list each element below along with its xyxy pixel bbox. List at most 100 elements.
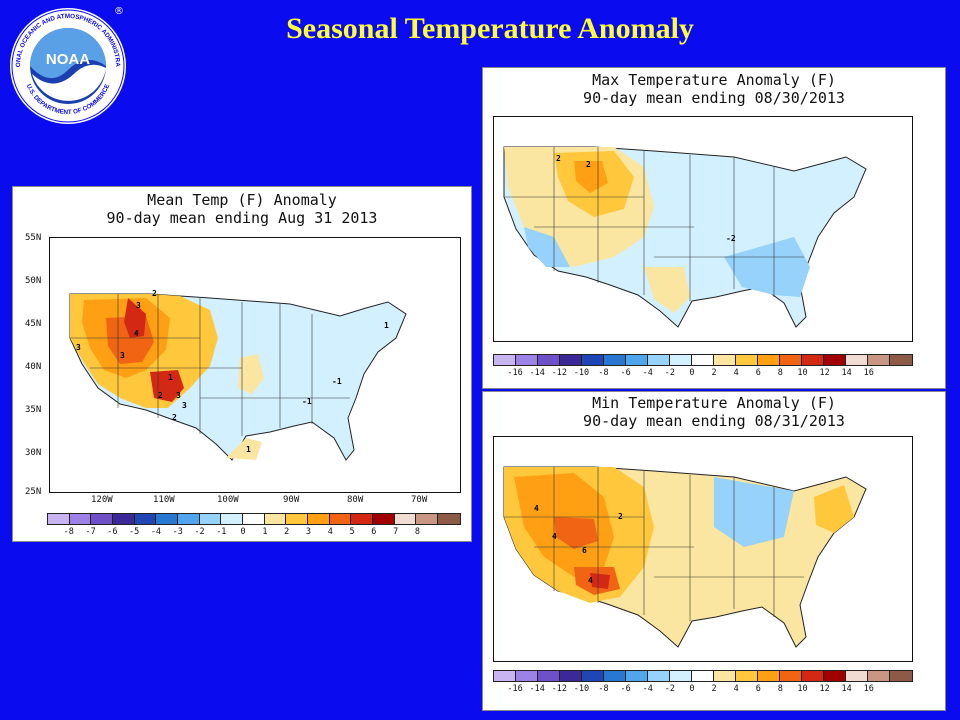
mean-map-subtitle: 90-day mean ending Aug 31 2013 [106,209,378,227]
colorbar-swatch [178,514,200,524]
colorbar-tick-label: -8 [598,684,609,694]
colorbar-tick-label: -6 [620,684,631,694]
min-anomaly-map: 4 2 4 6 4 [493,436,913,662]
mean-colorbar-ticks: -8 -7 -6 -5 -4 -3 -2 -1 0 1 2 3 4 5 6 7 8 [47,527,461,537]
colorbar-swatch [394,514,417,524]
colorbar-swatch [846,671,868,681]
noaa-logo: NOAA NATIONAL OCEANIC AND ATMOSPHERIC AD… [4,0,130,128]
contour-label: 3 [182,401,187,410]
colorbar-tick-label: -16 [507,368,523,378]
colorbar-swatch [494,355,516,365]
colorbar-tick-label: -2 [664,368,675,378]
mean-map-title: Mean Temp (F) Anomaly [147,191,337,209]
colorbar-swatch [69,514,92,524]
colorbar-swatch [91,514,114,524]
colorbar-swatch [48,514,70,524]
colorbar-swatch [416,514,439,524]
lat-label: 30N [25,448,42,458]
colorbar-tick-label: -2 [194,527,205,537]
colorbar-tick-label: 8 [414,527,420,537]
max-temp-anomaly-panel: Max Temperature Anomaly (F) 90-day mean … [482,67,946,389]
colorbar-swatch [846,355,868,365]
colorbar-tick-label: 2 [284,527,290,537]
colorbar-tick-label: -14 [529,368,545,378]
colorbar-tick-label: -12 [551,684,567,694]
colorbar-tick-label: -5 [129,527,140,537]
lat-label: 40N [25,362,42,372]
contour-label: 1 [384,321,389,330]
colorbar-swatch [156,514,179,524]
colorbar-swatch [890,671,912,681]
colorbar-tick-label: 14 [841,684,852,694]
colorbar-tick-label: -8 [63,527,74,537]
lon-label: 70W [411,495,428,505]
contour-label: 2 [158,391,163,400]
colorbar-swatch [560,355,582,365]
contour-label: 4 [588,576,593,585]
max-map-subtitle: 90-day mean ending 08/30/2013 [583,89,845,107]
colorbar-swatch [648,355,670,365]
colorbar-swatch [802,671,824,681]
lat-label: 25N [25,487,42,497]
colorbar-swatch [604,671,626,681]
min-colorbar-ticks: -16 -14 -12 -10 -8 -6 -4 -2 0 2 4 6 8 10 12 14 16 [493,684,913,694]
lat-label: 45N [25,319,42,329]
colorbar-swatch [714,671,736,681]
mean-colorbar [47,513,461,525]
colorbar-tick-label: 12 [819,368,830,378]
colorbar-swatch [670,355,692,365]
contour-label: -2 [726,234,736,243]
colorbar-tick-label: 0 [689,684,695,694]
min-map-title: Min Temperature Anomaly (F) [592,394,836,412]
colorbar-swatch [648,671,670,681]
colorbar-tick-label: 16 [863,684,874,694]
colorbar-swatch [243,514,265,524]
colorbar-tick-label: -1 [216,527,227,537]
colorbar-swatch [264,514,287,524]
contour-label: 3 [76,343,81,352]
colorbar-tick-label: -14 [529,684,545,694]
colorbar-swatch [199,514,222,524]
max-colorbar [493,354,913,366]
colorbar-tick-label: -4 [150,527,162,537]
colorbar-swatch [538,671,560,681]
colorbar-tick-label: -10 [573,368,590,378]
colorbar-swatch [626,355,648,365]
colorbar-tick-label: 2 [711,684,717,694]
colorbar-swatch [780,355,802,365]
colorbar-swatch [351,514,374,524]
colorbar-tick-label: -4 [642,368,653,378]
colorbar-swatch [692,355,714,365]
colorbar-swatch [560,671,582,681]
colorbar-tick-label: 12 [819,684,830,694]
colorbar-swatch [714,355,736,365]
contour-label: 3 [120,351,125,360]
colorbar-tick-label: 8 [777,684,783,694]
colorbar-tick-label: -16 [507,684,523,694]
colorbar-swatch [286,514,309,524]
colorbar-tick-label: -7 [85,527,96,537]
lon-label: 110W [153,495,175,505]
contour-label: 4 [552,532,557,541]
min-temp-anomaly-panel: Min Temperature Anomaly (F) 90-day mean … [482,391,946,711]
colorbar-tick-label: 10 [797,368,808,378]
colorbar-tick-label: -3 [172,527,183,537]
colorbar-swatch [604,355,626,365]
colorbar-swatch [824,355,846,365]
colorbar-tick-label: 0 [689,368,695,378]
colorbar-tick-label: 1 [262,527,268,537]
colorbar-swatch [582,671,604,681]
colorbar-swatch [758,355,780,365]
colorbar-tick-label: 4 [733,684,739,694]
min-colorbar [493,670,913,682]
contour-label: 6 [582,546,587,555]
colorbar-swatch [538,355,560,365]
colorbar-tick-label: -6 [107,527,118,537]
colorbar-tick-label: -4 [642,684,653,694]
colorbar-swatch [736,355,758,365]
colorbar-tick-label: 10 [797,684,808,694]
colorbar-tick-label: 3 [305,527,312,537]
contour-label: 1 [168,373,173,382]
colorbar-swatch [780,671,802,681]
slide-title: Seasonal Temperature Anomaly [286,12,694,45]
